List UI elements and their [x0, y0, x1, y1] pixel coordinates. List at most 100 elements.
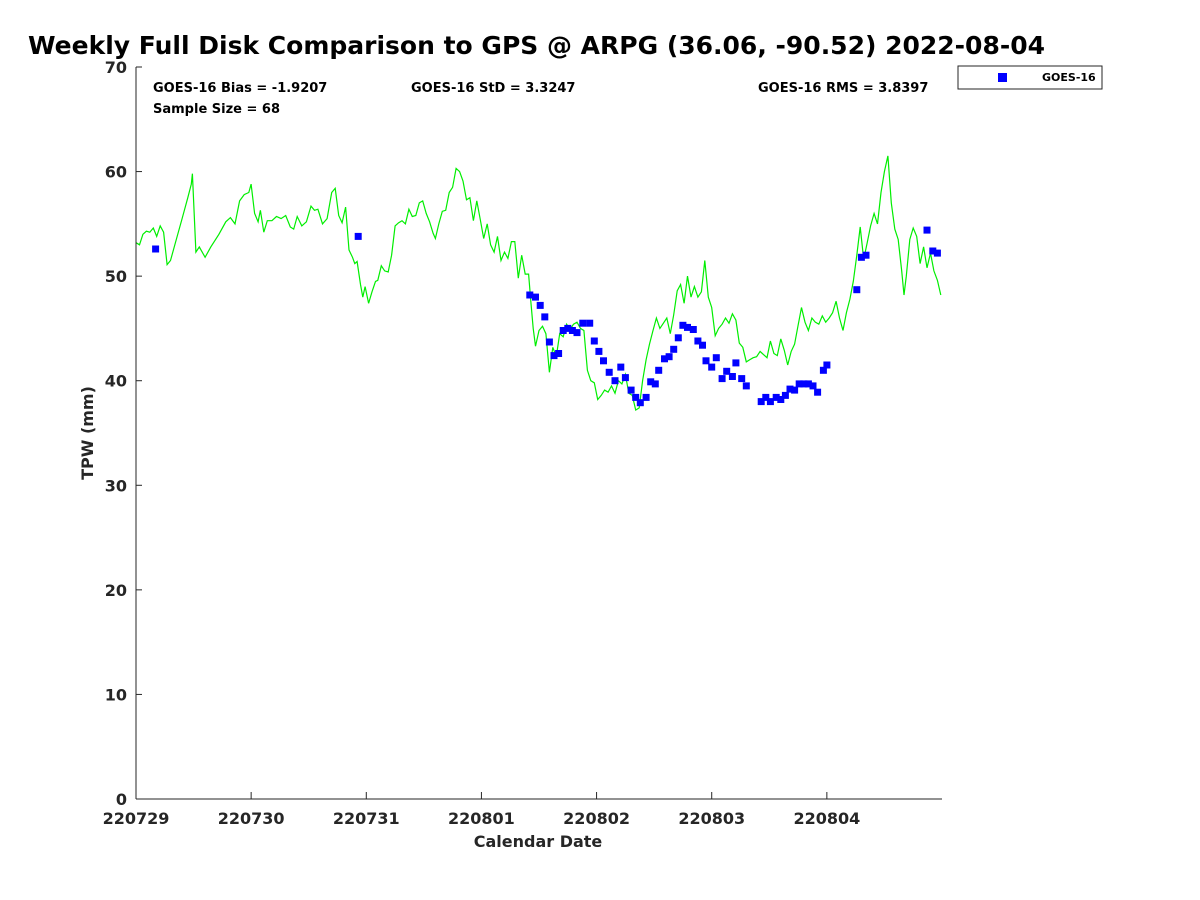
- goes16-point: [354, 232, 362, 240]
- goes16-point: [674, 334, 682, 342]
- goes16-point: [795, 380, 803, 388]
- goes16-point: [605, 368, 613, 376]
- goes16-point: [651, 380, 659, 388]
- plot-area: [136, 67, 942, 799]
- goes16-point: [786, 385, 794, 393]
- x-tick-label: 220802: [563, 809, 630, 828]
- goes16-point: [611, 377, 619, 385]
- goes16-point: [545, 338, 553, 346]
- goes16-point: [536, 301, 544, 309]
- goes16-point: [819, 366, 827, 374]
- y-tick-label: 10: [105, 685, 127, 704]
- goes16-point: [791, 386, 799, 394]
- x-tick-label: 220729: [103, 809, 170, 828]
- goes16-point: [823, 361, 831, 369]
- goes16-point: [738, 375, 746, 383]
- goes16-point: [689, 326, 697, 333]
- goes16-point: [728, 373, 736, 380]
- goes16-point: [579, 319, 587, 327]
- x-tick-label: 220804: [793, 809, 860, 828]
- goes16-point: [814, 388, 822, 396]
- goes16-point: [923, 226, 931, 234]
- goes16-point: [762, 393, 770, 401]
- x-tick-label: 220801: [448, 809, 515, 828]
- goes16-point: [670, 345, 678, 353]
- y-tick-label: 70: [105, 58, 127, 77]
- x-tick-label: 220803: [678, 809, 745, 828]
- goes16-point: [708, 363, 716, 371]
- goes16-point: [532, 293, 539, 301]
- goes16-point: [800, 380, 808, 388]
- sample-size-stat: Sample Size = 68: [153, 102, 280, 117]
- chart-title: Weekly Full Disk Comparison to GPS @ ARP…: [28, 31, 1045, 60]
- goes16-point: [595, 347, 603, 355]
- goes16-point: [647, 378, 655, 386]
- gps-series: [135, 155, 942, 411]
- goes16-point: [853, 286, 861, 294]
- y-tick-label: 0: [116, 790, 127, 809]
- x-axis-ticks: 220729 220730 220731 220801 220802 220803 2208…: [103, 792, 860, 828]
- y-tick-label: 50: [105, 267, 127, 286]
- goes16-point: [564, 324, 572, 332]
- goes16-point: [661, 355, 668, 363]
- goes16-point: [766, 398, 774, 406]
- goes16-point: [617, 363, 625, 371]
- goes16-point: [550, 352, 558, 360]
- goes16-point: [757, 398, 765, 406]
- goes16-point: [781, 391, 789, 399]
- goes16-point: [586, 319, 594, 327]
- gps-line: [135, 155, 942, 411]
- x-tick-label: 220731: [333, 809, 400, 828]
- goes16-point: [712, 354, 720, 362]
- goes16-point: [573, 329, 581, 337]
- y-axis-label: TPW (mm): [78, 386, 97, 480]
- goes16-point: [655, 366, 663, 374]
- x-axis-label: Calendar Date: [474, 832, 603, 851]
- legend: GOES-16: [957, 65, 1103, 90]
- legend-marker-goes16: [998, 73, 1007, 82]
- goes16-point: [699, 341, 706, 349]
- goes16-point: [718, 375, 726, 383]
- goes16-point: [559, 327, 567, 334]
- goes16-point: [568, 327, 576, 334]
- x-tick-label: 220730: [218, 809, 285, 828]
- y-tick-label: 20: [105, 581, 127, 600]
- goes16-point: [732, 359, 740, 367]
- goes16-point: [742, 382, 750, 390]
- y-tick-label: 40: [105, 372, 127, 391]
- goes16-point: [723, 367, 731, 375]
- goes16-point: [152, 245, 160, 253]
- goes16-point: [702, 357, 710, 365]
- goes16-point: [555, 350, 563, 357]
- goes16-point: [804, 380, 812, 388]
- goes16-point: [636, 399, 644, 407]
- goes16-point: [590, 337, 598, 345]
- bias-stat: GOES-16 Bias = -1.9207: [153, 81, 327, 96]
- goes16-point: [632, 393, 640, 401]
- y-tick-label: 30: [105, 476, 127, 495]
- goes16-point: [862, 251, 870, 259]
- goes16-point: [541, 313, 549, 321]
- goes16-point: [600, 357, 607, 365]
- goes16-point: [694, 337, 702, 345]
- std-stat: GOES-16 StD = 3.3247: [411, 81, 575, 96]
- goes16-series: [152, 226, 941, 407]
- goes16-point: [627, 386, 635, 394]
- goes16-point: [929, 247, 937, 255]
- goes16-point: [621, 374, 629, 382]
- goes16-point: [857, 253, 865, 261]
- goes16-point: [526, 291, 534, 299]
- goes16-point: [642, 393, 650, 401]
- goes16-point: [772, 393, 780, 401]
- y-axis-ticks: 0 10 20 30 40 50 60 70: [105, 58, 142, 809]
- y-tick-label: 60: [105, 163, 127, 182]
- legend-label-goes16: GOES-16: [1042, 71, 1096, 84]
- legend-box: [957, 65, 1103, 90]
- rms-stat: GOES-16 RMS = 3.8397: [758, 81, 928, 96]
- goes16-point: [665, 353, 673, 361]
- goes16-point: [684, 323, 691, 331]
- goes16-point: [933, 249, 941, 257]
- goes16-point: [679, 321, 687, 329]
- goes16-point: [777, 396, 785, 403]
